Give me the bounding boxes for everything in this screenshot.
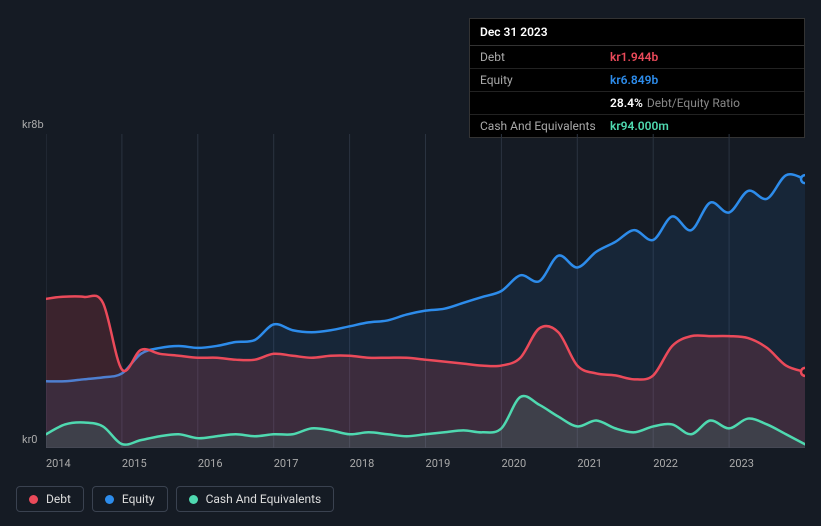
tooltip-date: Dec 31 2023	[470, 19, 804, 46]
chart-plot[interactable]	[46, 134, 805, 448]
legend-swatch	[29, 495, 38, 504]
tooltip-row-value: kr1.944b	[610, 50, 658, 64]
chart-area: kr8b kr0 2014201520162017201820192020202…	[16, 120, 805, 478]
x-axis: 2014201520162017201820192020202120222023	[46, 457, 805, 470]
tooltip-row-suffix: Debt/Equity Ratio	[647, 96, 740, 110]
x-axis-tick: 2014	[46, 457, 122, 470]
legend-item[interactable]: Cash And Equivalents	[176, 486, 335, 512]
legend-swatch	[189, 495, 198, 504]
x-axis-tick: 2018	[350, 457, 426, 470]
tooltip-row-label: Debt	[480, 50, 610, 64]
legend: Debt Equity Cash And Equivalents	[16, 486, 334, 512]
y-axis-top-label: kr8b	[22, 118, 44, 131]
y-axis-bottom-label: kr0	[22, 433, 38, 446]
tooltip-row-value: kr6.849b	[610, 73, 658, 87]
tooltip-row: 28.4%Debt/Equity Ratio	[470, 92, 804, 115]
x-axis-tick: 2022	[653, 457, 729, 470]
legend-label: Cash And Equivalents	[206, 492, 322, 506]
x-axis-tick: 2019	[426, 457, 502, 470]
legend-label: Equity	[122, 492, 155, 506]
legend-item[interactable]: Debt	[16, 486, 84, 512]
legend-item[interactable]: Equity	[92, 486, 168, 512]
x-axis-tick: 2017	[274, 457, 350, 470]
x-axis-tick: 2016	[198, 457, 274, 470]
tooltip-row: Debtkr1.944b	[470, 46, 804, 69]
x-axis-tick: 2023	[729, 457, 805, 470]
tooltip-row-label	[480, 96, 610, 110]
tooltip-row: Equitykr6.849b	[470, 69, 804, 92]
tooltip-row-value: 28.4%Debt/Equity Ratio	[610, 96, 740, 110]
x-axis-tick: 2021	[577, 457, 653, 470]
x-axis-tick: 2020	[501, 457, 577, 470]
x-axis-tick: 2015	[122, 457, 198, 470]
legend-label: Debt	[46, 492, 71, 506]
tooltip-row-label: Equity	[480, 73, 610, 87]
legend-swatch	[105, 495, 114, 504]
